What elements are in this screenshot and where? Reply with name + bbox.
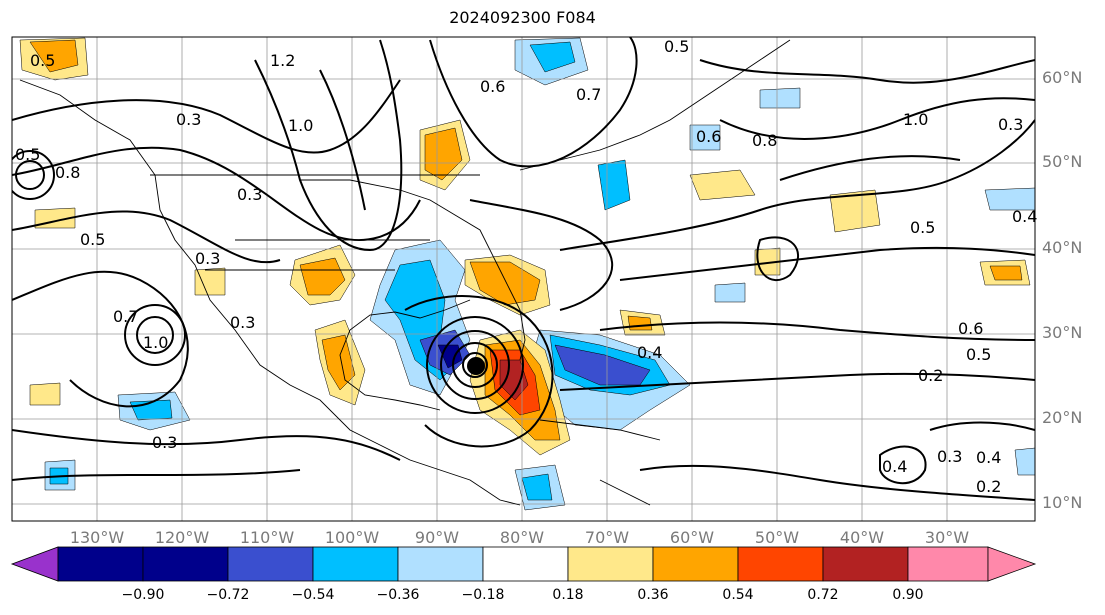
contour-lines — [12, 37, 1035, 501]
longitude-label: 120°W — [154, 528, 210, 547]
contour-label: 0.3 — [152, 433, 177, 452]
contour-label: 0.7 — [113, 307, 138, 326]
contour-label: 0.5 — [910, 218, 935, 237]
latitude-label: 40°N — [1042, 238, 1083, 257]
contour-label: 0.5 — [30, 51, 55, 70]
contour-label: 0.4 — [1012, 207, 1037, 226]
contour-label: 0.8 — [55, 163, 80, 182]
colorbar-tick-label: −0.72 — [206, 587, 250, 603]
contour-label: 0.3 — [998, 115, 1023, 134]
contour-label: 1.2 — [270, 51, 295, 70]
contour-label: 0.5 — [80, 230, 105, 249]
contour-label: 0.6 — [958, 319, 983, 338]
contour-label: 0.3 — [195, 249, 220, 268]
colorbar-bin — [737, 546, 824, 582]
map-title: 2024092300 F084 — [449, 8, 596, 27]
longitude-label: 130°W — [69, 528, 125, 547]
colorbar-tick-label: −0.54 — [291, 587, 335, 603]
colorbar-bin — [397, 546, 484, 582]
colorbar-bin — [312, 546, 399, 582]
longitude-label: 110°W — [239, 528, 295, 547]
contour-label: 0.5 — [664, 37, 689, 56]
colorbar-bin — [227, 546, 314, 582]
contour-label: 0.3 — [176, 110, 201, 129]
colorbar-tick-label: 0.54 — [722, 587, 754, 603]
colorbar-bin — [57, 546, 144, 582]
colorbar-bin — [482, 546, 569, 582]
longitude-label: 90°W — [414, 528, 460, 547]
contour-label: 1.0 — [903, 110, 928, 129]
colorbar-tick-label: −0.18 — [461, 587, 505, 603]
colorbar-tick-label: −0.36 — [376, 587, 420, 603]
contour-label: 0.4 — [976, 448, 1001, 467]
shading-layer — [19, 37, 1035, 511]
colorbar-bin — [652, 546, 739, 582]
contour-label: 0.6 — [696, 127, 721, 146]
colorbar-tick-label: 0.72 — [807, 587, 839, 603]
latitude-label: 60°N — [1042, 68, 1083, 87]
colorbar-tick-label: 0.90 — [892, 587, 924, 603]
contour-label: 0.3 — [237, 185, 262, 204]
contour-label: 0.7 — [576, 85, 601, 104]
storm-center-marker — [467, 357, 485, 375]
contour-label: 0.4 — [882, 457, 907, 476]
contour-label: 0.8 — [752, 131, 777, 150]
latitude-label: 20°N — [1042, 408, 1083, 427]
latitude-label: 30°N — [1042, 323, 1083, 342]
longitude-label: 60°W — [669, 528, 715, 547]
colorbar-bin — [907, 546, 989, 582]
colorbar-over-arrow — [987, 546, 1037, 582]
colorbar-tick-label: 0.36 — [637, 587, 669, 603]
colorbar-tick-label: 0.18 — [552, 587, 584, 603]
contour-label: 0.5 — [15, 145, 40, 164]
plot-border — [11, 36, 1036, 522]
contour-label: 0.3 — [937, 447, 962, 466]
longitude-label: 100°W — [324, 528, 380, 547]
contour-label: 0.2 — [918, 366, 943, 385]
colorbar-tick-label: −0.90 — [121, 587, 165, 603]
longitude-label: 50°W — [754, 528, 800, 547]
latitude-label: 10°N — [1042, 493, 1083, 512]
longitude-label: 80°W — [499, 528, 545, 547]
longitude-label: 40°W — [839, 528, 885, 547]
contour-label: 0.3 — [230, 313, 255, 332]
longitude-label: 30°W — [924, 528, 970, 547]
colorbar — [10, 546, 1037, 582]
contour-label: 0.2 — [976, 477, 1001, 496]
colorbar-bin — [142, 546, 229, 582]
contour-label: 1.0 — [288, 116, 313, 135]
contour-label: 0.5 — [966, 345, 991, 364]
latitude-label: 50°N — [1042, 152, 1083, 171]
coastlines — [19, 39, 791, 506]
contour-label: 1.0 — [143, 333, 168, 352]
longitude-label: 70°W — [584, 528, 630, 547]
colorbar-bin — [567, 546, 654, 582]
contour-label: 0.6 — [480, 77, 505, 96]
contour-label: 0.4 — [637, 343, 662, 362]
